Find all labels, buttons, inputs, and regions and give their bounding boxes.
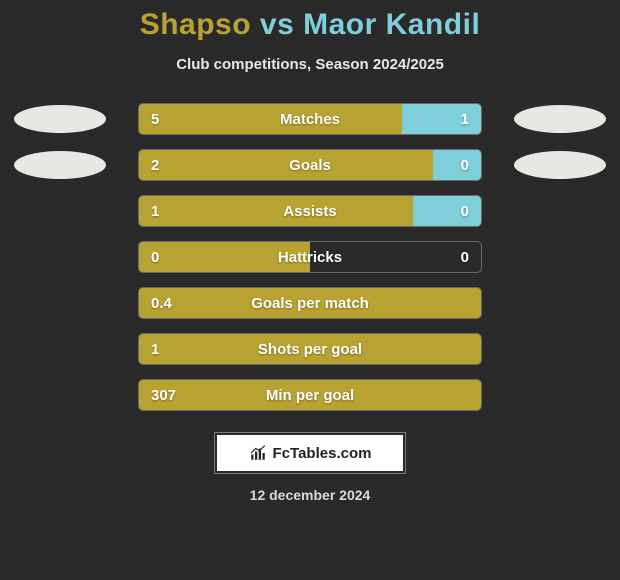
stat-row: Assists1 0 (0, 195, 620, 241)
player1-value: 1 (151, 196, 159, 227)
brand-badge[interactable]: FcTables.com (215, 433, 405, 473)
player1-avatar (14, 105, 106, 133)
stat-row: Min per goal307 (0, 379, 620, 425)
stat-label: Hattricks (139, 242, 481, 273)
player2-name: Maor Kandil (303, 8, 480, 41)
player1-value: 0 (151, 242, 159, 273)
comparison-card: Shapso vs Maor Kandil Club competitions,… (0, 0, 620, 580)
stat-row: Goals2 0 (0, 149, 620, 195)
player2-value: 0 (461, 150, 469, 181)
date-text: 12 december 2024 (0, 487, 620, 503)
stat-row: Hattricks0 0 (0, 241, 620, 287)
stat-bar: Min per goal307 (138, 379, 482, 411)
stat-bar: Goals per match0.4 (138, 287, 482, 319)
stat-label: Min per goal (139, 380, 481, 411)
subtitle: Club competitions, Season 2024/2025 (0, 56, 620, 73)
stats-list: Matches51Goals20Assists10Hattricks00Goal… (0, 101, 620, 425)
player1-value: 0.4 (151, 288, 172, 319)
player1-value: 5 (151, 104, 159, 135)
player2-value: 1 (461, 104, 469, 135)
player2-avatar (514, 105, 606, 133)
vs-separator: vs (260, 8, 294, 41)
player1-avatar (14, 151, 106, 179)
stat-row: Goals per match0.4 (0, 287, 620, 333)
player1-value: 307 (151, 380, 176, 411)
page-title: Shapso vs Maor Kandil (0, 8, 620, 42)
player1-name: Shapso (140, 8, 251, 41)
stat-label: Matches (139, 104, 481, 135)
stat-bar: Hattricks0 0 (138, 241, 482, 273)
player2-value: 0 (461, 196, 469, 227)
player2-value: 0 (461, 242, 469, 273)
stat-label: Goals per match (139, 288, 481, 319)
stat-row: Matches5 1 (0, 103, 620, 149)
stat-label: Assists (139, 196, 481, 227)
player2-avatar (514, 151, 606, 179)
stat-bar: Shots per goal1 (138, 333, 482, 365)
stat-bar: Matches5 1 (138, 103, 482, 135)
brand-text: FcTables.com (273, 445, 372, 462)
stat-label: Shots per goal (139, 334, 481, 365)
chart-icon (249, 444, 267, 462)
player1-value: 1 (151, 334, 159, 365)
stat-bar: Goals2 0 (138, 149, 482, 181)
stat-row: Shots per goal1 (0, 333, 620, 379)
stat-label: Goals (139, 150, 481, 181)
player1-value: 2 (151, 150, 159, 181)
stat-bar: Assists1 0 (138, 195, 482, 227)
